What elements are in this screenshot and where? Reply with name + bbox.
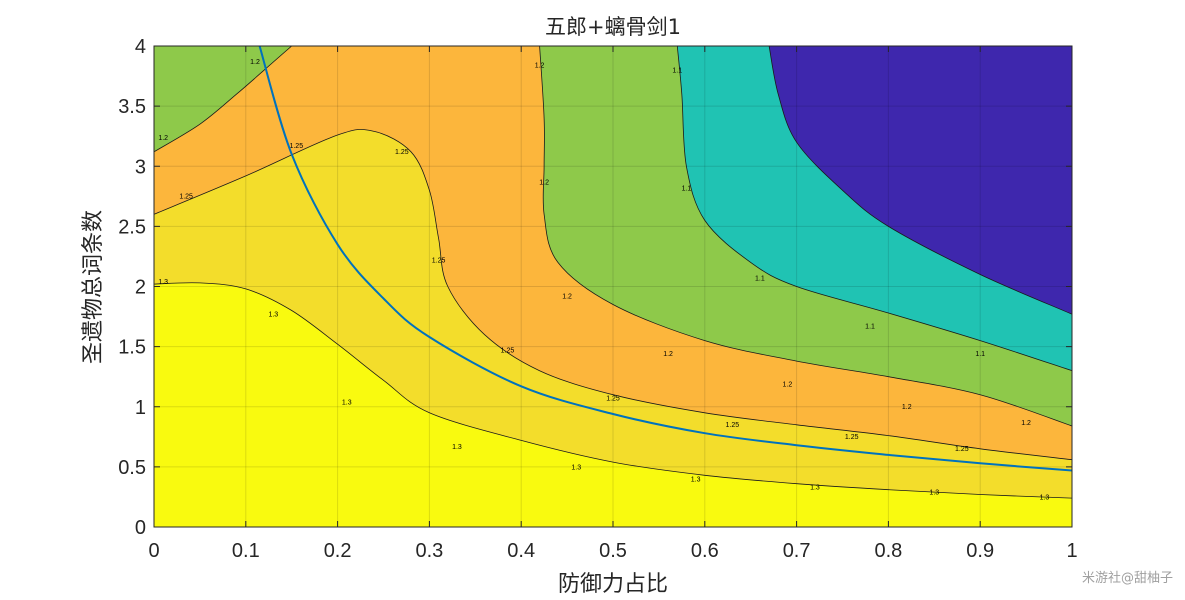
contour-label: 1.25 bbox=[606, 396, 620, 403]
fill-band-6 bbox=[769, 46, 1072, 315]
contour-label: 1.3 bbox=[691, 476, 701, 483]
contour-label: 1.3 bbox=[452, 444, 462, 451]
x-tick-label: 0.2 bbox=[324, 540, 352, 562]
contour-label: 1.3 bbox=[342, 399, 352, 406]
x-tick-label: 0.8 bbox=[874, 540, 902, 562]
contour-label: 1.1 bbox=[755, 275, 765, 282]
contour-label: 1.1 bbox=[975, 351, 985, 358]
contour-line bbox=[154, 46, 292, 153]
y-tick-label: 0.5 bbox=[118, 457, 146, 479]
contour-label: 1.25 bbox=[501, 348, 515, 355]
watermark: 米游社@甜柚子 bbox=[1081, 571, 1173, 586]
contour-line bbox=[676, 46, 1072, 372]
y-tick-label: 3.5 bbox=[118, 96, 146, 118]
x-tick-label: 0 bbox=[148, 540, 159, 562]
y-tick-label: 4 bbox=[135, 36, 146, 58]
y-tick-label: 1.5 bbox=[118, 337, 146, 359]
x-tick-label: 0.7 bbox=[783, 540, 811, 562]
x-tick-label: 0.6 bbox=[691, 540, 719, 562]
contour-label: 1.25 bbox=[395, 149, 409, 156]
x-tick-label: 0.5 bbox=[599, 540, 627, 562]
y-tick-label: 2.5 bbox=[118, 216, 146, 238]
contour-label: 1.3 bbox=[810, 485, 820, 492]
contour-label: 1.2 bbox=[1021, 420, 1031, 427]
y-tick-label: 2 bbox=[135, 277, 146, 299]
y-tick-label: 1 bbox=[135, 397, 146, 419]
contour-lines bbox=[154, 46, 1072, 499]
contour-label: 1.25 bbox=[289, 143, 303, 150]
contour-labels: 1.2 1.2 1.1 1.2 1.25 1.25 1.2 1.1 1.25 1.25 1.3 1.2… bbox=[158, 59, 1049, 501]
x-axis-label: 防御力占比 bbox=[558, 572, 668, 597]
contour-label: 1.3 bbox=[571, 464, 581, 471]
x-tick-label: 0.4 bbox=[507, 540, 535, 562]
contour-label: 1.2 bbox=[158, 135, 168, 142]
grid-lines bbox=[154, 46, 1072, 527]
contour-label: 1.25 bbox=[845, 434, 859, 441]
contour-label: 1.3 bbox=[1040, 494, 1050, 501]
contour-label: 1.2 bbox=[902, 404, 912, 411]
series-line bbox=[258, 46, 1072, 472]
x-tick-label: 0.1 bbox=[232, 540, 260, 562]
contour-label: 1.1 bbox=[682, 185, 692, 192]
contour-label: 1.25 bbox=[432, 257, 446, 264]
contour-fills bbox=[154, 46, 1072, 527]
contour-line bbox=[154, 128, 1072, 461]
contour-label: 1.2 bbox=[250, 59, 260, 66]
contour-label: 1.2 bbox=[663, 351, 673, 358]
contour-label: 1.1 bbox=[672, 67, 682, 74]
contour-line bbox=[768, 46, 1072, 315]
contour-label: 1.1 bbox=[865, 324, 875, 331]
y-tick-label: 0 bbox=[135, 517, 146, 539]
contour-label: 1.2 bbox=[535, 63, 545, 70]
data-series bbox=[258, 46, 1072, 472]
x-tick-label: 1 bbox=[1066, 540, 1077, 562]
contour-label: 1.3 bbox=[929, 490, 939, 497]
contour-label: 1.2 bbox=[783, 381, 793, 388]
contour-label: 1.25 bbox=[955, 446, 969, 453]
x-tick-label: 0.3 bbox=[415, 540, 443, 562]
contour-label: 1.2 bbox=[562, 294, 572, 301]
y-tick-label: 3 bbox=[135, 156, 146, 178]
contour-label: 1.3 bbox=[158, 279, 168, 286]
contour-label: 1.25 bbox=[726, 422, 740, 429]
chart-title: 五郎+螭骨剑1 bbox=[545, 15, 681, 39]
contour-label: 1.3 bbox=[268, 312, 278, 319]
y-axis-ticks: 0 0.5 1 1.5 2 2.5 3 3.5 4 bbox=[118, 36, 1072, 539]
contour-label: 1.2 bbox=[539, 179, 549, 186]
x-tick-label: 0.9 bbox=[966, 540, 994, 562]
fill-band-corner bbox=[154, 46, 292, 152]
contour-line bbox=[154, 282, 1072, 499]
contour-line bbox=[539, 46, 1072, 427]
x-axis-ticks: 0 0.1 0.2 0.3 0.4 0.5 0.6 0.7 0.8 0.9 1 bbox=[148, 46, 1078, 562]
contour-label: 1.25 bbox=[179, 194, 193, 201]
y-axis-label: 圣遗物总词条数 bbox=[81, 210, 106, 364]
